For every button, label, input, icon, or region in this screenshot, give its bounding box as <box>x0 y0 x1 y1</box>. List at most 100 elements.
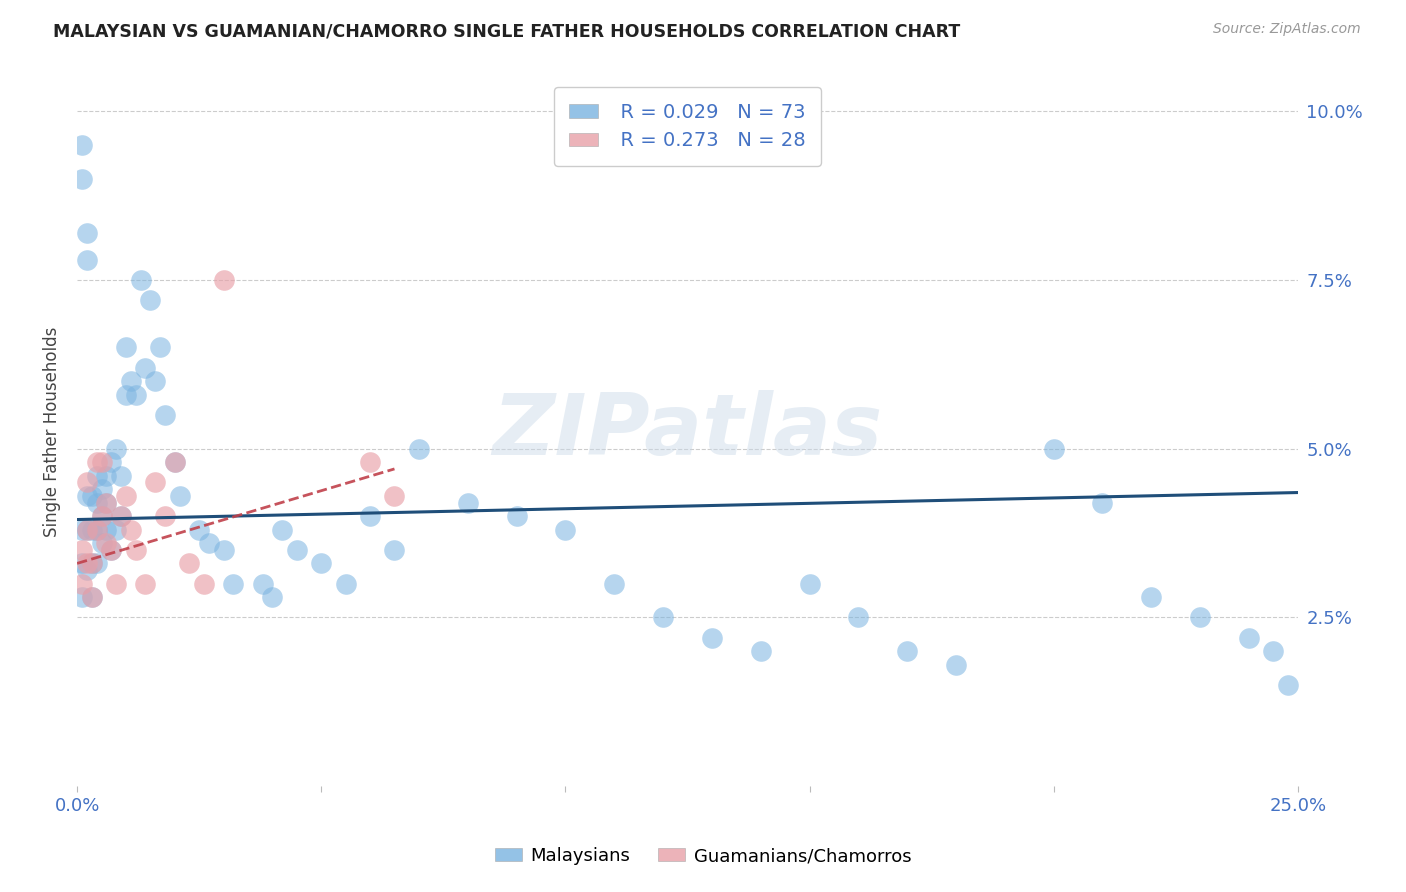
Text: ZIPatlas: ZIPatlas <box>492 391 883 474</box>
Point <box>309 557 332 571</box>
Point <box>846 610 869 624</box>
Point <box>285 542 308 557</box>
Point <box>76 489 98 503</box>
Point <box>554 523 576 537</box>
Point <box>1091 496 1114 510</box>
Text: Source: ZipAtlas.com: Source: ZipAtlas.com <box>1213 22 1361 37</box>
Point <box>163 455 186 469</box>
Point <box>76 523 98 537</box>
Point <box>96 536 118 550</box>
Point <box>105 442 128 456</box>
Point <box>179 557 201 571</box>
Text: MALAYSIAN VS GUAMANIAN/CHAMORRO SINGLE FATHER HOUSEHOLDS CORRELATION CHART: MALAYSIAN VS GUAMANIAN/CHAMORRO SINGLE F… <box>53 22 960 40</box>
Point <box>76 475 98 490</box>
Point <box>86 468 108 483</box>
Point <box>125 387 148 401</box>
Point <box>86 455 108 469</box>
Point <box>1140 590 1163 604</box>
Point <box>335 576 357 591</box>
Point <box>143 374 166 388</box>
Point <box>100 542 122 557</box>
Point <box>1237 631 1260 645</box>
Point <box>134 360 156 375</box>
Point <box>96 523 118 537</box>
Point <box>896 644 918 658</box>
Point <box>80 557 103 571</box>
Point <box>96 496 118 510</box>
Point <box>90 482 112 496</box>
Point <box>90 536 112 550</box>
Point <box>86 557 108 571</box>
Point <box>384 489 406 503</box>
Point <box>129 273 152 287</box>
Point <box>1189 610 1212 624</box>
Point <box>70 576 93 591</box>
Point <box>76 557 98 571</box>
Point <box>86 523 108 537</box>
Point <box>252 576 274 591</box>
Point <box>105 523 128 537</box>
Point <box>76 252 98 267</box>
Point <box>359 455 381 469</box>
Point <box>143 475 166 490</box>
Point <box>100 455 122 469</box>
Point <box>80 590 103 604</box>
Point <box>603 576 626 591</box>
Point <box>86 496 108 510</box>
Point <box>1263 644 1285 658</box>
Legend: Malaysians, Guamanians/Chamorros: Malaysians, Guamanians/Chamorros <box>488 840 918 872</box>
Point <box>384 542 406 557</box>
Point <box>153 408 176 422</box>
Point <box>90 455 112 469</box>
Point <box>110 468 132 483</box>
Point <box>198 536 221 550</box>
Point <box>86 523 108 537</box>
Point <box>188 523 211 537</box>
Point <box>76 523 98 537</box>
Point <box>945 657 967 672</box>
Point <box>70 171 93 186</box>
Point <box>212 542 235 557</box>
Point <box>110 509 132 524</box>
Point <box>271 523 294 537</box>
Point <box>120 523 142 537</box>
Point <box>80 489 103 503</box>
Point <box>222 576 245 591</box>
Point <box>457 496 479 510</box>
Point <box>115 489 138 503</box>
Point <box>80 523 103 537</box>
Point <box>120 374 142 388</box>
Point <box>652 610 675 624</box>
Point <box>1042 442 1064 456</box>
Legend:   R = 0.029   N = 73,   R = 0.273   N = 28: R = 0.029 N = 73, R = 0.273 N = 28 <box>554 87 821 166</box>
Point <box>134 576 156 591</box>
Point <box>90 509 112 524</box>
Point <box>70 542 93 557</box>
Point <box>105 576 128 591</box>
Point <box>96 496 118 510</box>
Point <box>749 644 772 658</box>
Point <box>70 557 93 571</box>
Point <box>212 273 235 287</box>
Point <box>153 509 176 524</box>
Point <box>100 542 122 557</box>
Point <box>359 509 381 524</box>
Point <box>110 509 132 524</box>
Point <box>70 590 93 604</box>
Point <box>80 590 103 604</box>
Point <box>96 468 118 483</box>
Point <box>163 455 186 469</box>
Point <box>115 387 138 401</box>
Point <box>115 340 138 354</box>
Point <box>76 563 98 577</box>
Point <box>799 576 821 591</box>
Point <box>70 523 93 537</box>
Point <box>80 557 103 571</box>
Y-axis label: Single Father Households: Single Father Households <box>44 326 60 537</box>
Point <box>700 631 723 645</box>
Point <box>76 226 98 240</box>
Point <box>193 576 215 591</box>
Point <box>505 509 527 524</box>
Point <box>125 542 148 557</box>
Point <box>262 590 284 604</box>
